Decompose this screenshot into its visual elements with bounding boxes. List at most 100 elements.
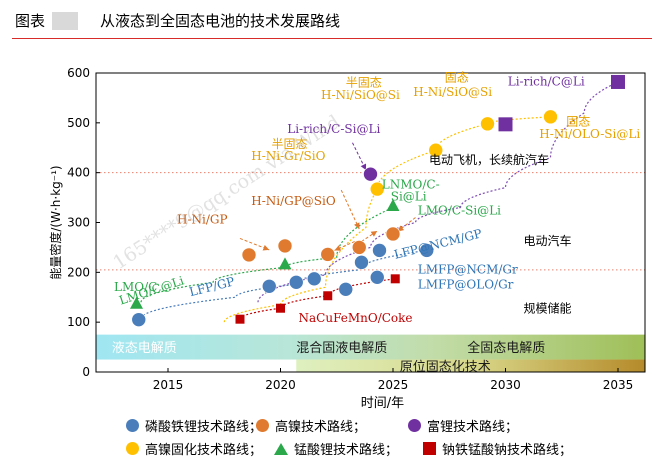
y-tick-label: 200: [67, 265, 90, 279]
band-label-liquid: 液态电解质: [112, 341, 177, 356]
band-label-solid: 全固态电解质: [467, 340, 545, 356]
legend-item: 高镍固化技术路线；: [126, 439, 262, 458]
label-lnmo-1: LNMO/C-: [382, 178, 440, 192]
x-tick-label: 2025: [378, 378, 409, 392]
label-hni-gr-sio: H-Ni-Gr/SiO: [251, 149, 325, 163]
energy-density-chart: 0 100 200 300 400 500 600 2015 2020 2025 2030 2035 时…: [48, 66, 646, 411]
label-hni-gpsio: H-Ni/GP@SiO: [251, 194, 336, 208]
point-high_ni: [351, 240, 367, 255]
point-lfp: [131, 312, 147, 327]
y-axis-label: 能量密度/(W·h·kg⁻¹): [48, 165, 63, 279]
legend-label: 富锂技术路线；: [427, 420, 519, 435]
reference-lines: [96, 172, 645, 271]
watermark-text: 165****9@qq.com via Wind: [109, 111, 344, 274]
arrow-hni-gpsio-b: [361, 230, 378, 242]
lmo-trend-curve: [140, 207, 394, 303]
label-semi-solid-2: 半固态: [346, 75, 382, 89]
annotation-arrows: [239, 142, 416, 251]
band-label-insitu: 原位固态化技术: [400, 360, 491, 375]
y-tick-label: 600: [67, 66, 90, 80]
legend-label: 高镍技术路线；: [275, 420, 367, 435]
stage-bands: [96, 334, 645, 372]
stage-band-background: [96, 334, 645, 360]
point-high_ni: [320, 247, 336, 262]
na-trend-curve: [239, 278, 396, 320]
point-high_ni: [241, 247, 257, 263]
legend-label: 钠铁锰酸钠技术路线；: [442, 443, 573, 458]
point-lfp: [369, 270, 385, 285]
point-high_ni: [277, 238, 293, 254]
point-lmo: [386, 199, 400, 212]
figure-label-mark: [52, 12, 78, 30]
point-li_rich: [611, 74, 625, 89]
label-semi-solid-1: 半固态: [272, 137, 308, 151]
figure-header: 图表 从液态到全固态电池的技术发展路线: [0, 0, 661, 40]
legend-item: 磷酸铁锂技术路线；: [126, 416, 262, 435]
y-tick-label: 300: [67, 216, 90, 230]
legend-marker: [274, 442, 288, 455]
legend-item: 高镍技术路线；: [256, 416, 366, 435]
x-tick-label: 2020: [265, 378, 296, 392]
point-na: [235, 314, 245, 324]
point-lfp: [354, 255, 369, 270]
legend-marker: [408, 419, 421, 432]
figure-title: 从液态到全固态电池的技术发展路线: [100, 12, 341, 30]
x-tick-label: 2030: [490, 378, 521, 392]
legend-item: 钠铁锰酸钠技术路线；: [423, 439, 572, 458]
x-tick-label: 2035: [603, 378, 634, 392]
label-lmo-csi-li: LMO/C-Si@Li: [418, 204, 501, 218]
label-lfp-gp: LFP/GP: [188, 274, 236, 299]
label-lnmo-2: Si@Li: [391, 190, 427, 204]
legend-label: 锰酸锂技术路线；: [294, 443, 399, 458]
figure-label: 图表: [15, 12, 46, 30]
label-hni-gp: H-Ni/GP: [177, 212, 228, 226]
legend-label: 磷酸铁锂技术路线；: [145, 420, 263, 435]
label-lfp-ncm-gp: LFP@NCM/GP: [393, 226, 484, 261]
data-points: [130, 74, 625, 327]
y-tick-label: 400: [67, 166, 90, 180]
label-solid-1: 固态: [445, 70, 469, 84]
label-hni-olo-si-li: H-Ni/OLO-Si@Li: [539, 127, 640, 141]
x-tick-label: 2015: [153, 378, 184, 392]
label-lmo-c: LMO/C: [114, 280, 157, 294]
axes: 0 100 200 300 400 500 600 2015 2020 2025 2030 2035 时…: [48, 66, 646, 411]
arrow-lirich: [352, 142, 367, 171]
arrow-hni-gpsio-a: [334, 240, 355, 251]
label-hni-sio-si-1: H-Ni/SiO@Si: [321, 88, 400, 102]
scenario-aircraft: 电动飞机，长续航汽车: [429, 152, 549, 167]
scenario-ev: 电动汽车: [524, 233, 572, 248]
point-li_rich: [363, 166, 378, 182]
point-lfp: [306, 271, 322, 287]
chart-legend: 磷酸铁锂技术路线； 高镍技术路线； 富锂技术路线； 高镍固化技术路线； 锰酸锂技术路线；…: [0, 412, 661, 458]
point-lfp: [372, 243, 387, 258]
legend-marker: [423, 442, 436, 455]
point-na: [276, 303, 285, 313]
legend-marker: [256, 419, 269, 432]
point-high_ni_solid: [480, 116, 495, 132]
y-tick-label: 100: [67, 315, 90, 329]
legend-item: 锰酸锂技术路线；: [274, 439, 398, 458]
band-label-mixed: 混合固液电解质: [296, 341, 387, 356]
label-lirich-csi-li: Li-rich/C-Si@Li: [287, 122, 380, 136]
label-hni-sio-si-2: H-Ni/SiO@Si: [413, 85, 492, 99]
y-tick-label: 500: [67, 116, 90, 130]
label-lmfp-ncm: LMFP@NCM/Gr: [418, 262, 518, 276]
legend-marker: [126, 442, 139, 455]
point-lfp: [288, 275, 304, 290]
point-lfp: [261, 278, 277, 294]
header-divider: [12, 38, 652, 39]
lirich-trend-curve: [257, 81, 619, 303]
point-high_ni_solid: [369, 181, 385, 197]
arrow-solid-1: [340, 189, 360, 230]
scenario-storage: 规模储能: [524, 301, 572, 316]
point-lmo: [278, 257, 292, 270]
point-na: [323, 291, 333, 301]
insitu-band: [296, 359, 645, 372]
point-na: [390, 274, 400, 284]
label-na: NaCuFeMnO/Coke: [299, 311, 413, 325]
point-lfp: [419, 243, 435, 258]
point-lmo: [130, 296, 143, 309]
point-lfp: [338, 281, 354, 297]
y-tick-label: 0: [82, 365, 90, 379]
legend-item: 富锂技术路线；: [408, 416, 518, 435]
